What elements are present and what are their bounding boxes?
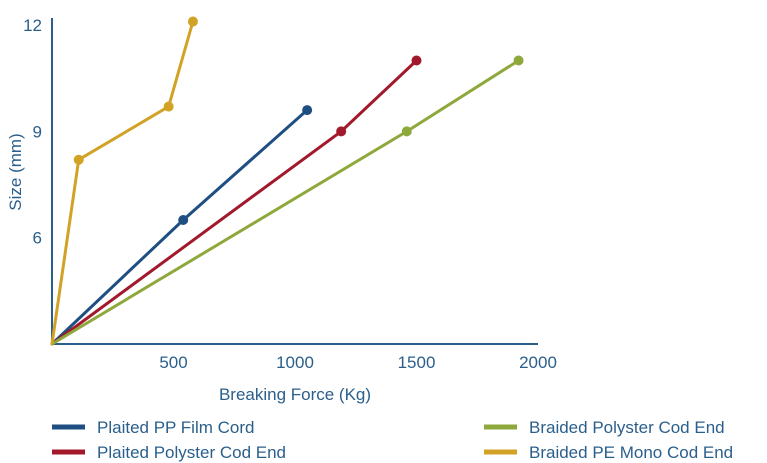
x-tick-label: 2000 (519, 353, 557, 372)
legend-label: Braided Polyster Cod End (529, 418, 725, 437)
series-group (50, 16, 524, 346)
data-point (178, 214, 189, 225)
legend-item: Plaited Polyster Cod End (52, 443, 286, 462)
y-tick-label: 6 (33, 229, 42, 248)
data-point (336, 126, 347, 137)
axes (51, 18, 538, 345)
series (50, 55, 524, 346)
data-point (513, 55, 524, 66)
y-axis-title: Size (mm) (6, 133, 25, 210)
data-point (302, 105, 313, 116)
legend-label: Plaited Polyster Cod End (97, 443, 286, 462)
series-line (50, 59, 418, 346)
series (50, 105, 313, 346)
x-tick-label: 500 (159, 353, 187, 372)
x-axis-title: Breaking Force (Kg) (219, 385, 371, 404)
data-point (401, 126, 412, 137)
legend-item: Plaited PP Film Cord (52, 418, 254, 437)
series-line (50, 20, 195, 346)
data-point (73, 154, 84, 165)
data-point (163, 101, 174, 112)
x-tick-labels: 500 1000 1500 2000 (159, 353, 557, 372)
legend-item: Braided Polyster Cod End (484, 418, 725, 437)
data-point (411, 55, 422, 66)
x-tick-label: 1500 (398, 353, 436, 372)
series (50, 55, 422, 346)
series-line (50, 59, 521, 346)
legend-item: Braided PE Mono Cod End (484, 443, 733, 462)
y-tick-label: 12 (23, 16, 42, 35)
legend-label: Plaited PP Film Cord (97, 418, 254, 437)
series-line (50, 108, 309, 346)
legend-label: Braided PE Mono Cod End (529, 443, 733, 462)
legend: Plaited PP Film Cord Plaited Polyster Cod… (52, 418, 733, 462)
series (50, 16, 198, 346)
y-tick-labels: 6 9 12 (23, 16, 42, 248)
data-point (187, 16, 198, 27)
y-tick-label: 9 (33, 122, 42, 141)
x-tick-label: 1000 (276, 353, 314, 372)
